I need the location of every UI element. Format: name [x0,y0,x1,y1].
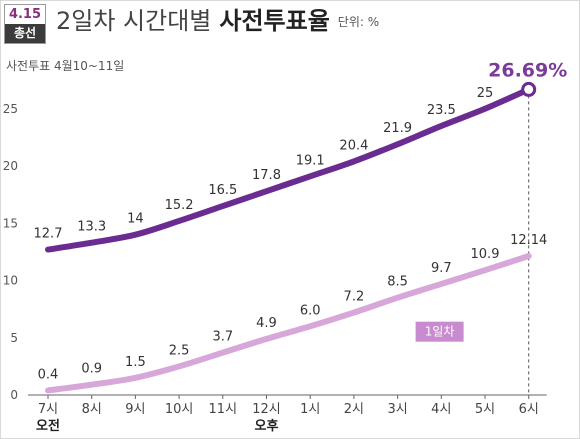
data-label: 15.2 [165,198,194,213]
x-tick-label: 4시 [431,402,451,417]
chart-marks: 12.7 13.3 14 15.2 16.5 17.8 19.1 20.4 21.9 23.5 25… [34,59,567,394]
y-tick-label: 15 [3,216,18,230]
data-label: 16.5 [208,183,237,198]
x-tick-label: 11시 [209,402,238,417]
chart-subtitle: 사전투표 4월10~11일 [6,59,124,73]
chart-title: 2일차 시간대별 사전투표율 단위: % [56,6,379,37]
y-tick-label: 10 [3,274,18,288]
series-line-day1 [45,252,532,394]
y-tick-label: 25 [3,102,18,116]
series-line-day2 [45,86,532,253]
data-label: 12.7 [34,227,63,242]
final-value-label: 26.69% [488,59,567,81]
y-tick-label: 20 [3,159,18,173]
x-tick-label: 7시 [38,402,58,417]
election-badge: 4.15 총선 [4,4,46,44]
x-tick-label: 1시 [300,402,320,417]
data-label: 21.9 [383,121,412,136]
data-label: 0.4 [38,367,59,382]
data-label: 20.4 [339,138,368,153]
data-label: 19.1 [296,153,325,168]
badge-label: 총선 [5,24,45,43]
data-label: 10.9 [471,247,500,262]
x-tick-label: 9시 [125,402,145,417]
data-label: 6.0 [300,303,321,318]
afternoon-label: 오후 [255,418,279,434]
x-tick-label: 10시 [165,402,194,417]
morning-label: 오전 [36,418,60,434]
badge-date: 4.15 [8,7,42,22]
series-badge-label: 1일차 [425,325,455,339]
x-tick-label: 6시 [519,402,539,417]
data-label: 25 [477,86,494,101]
data-label: 8.5 [387,275,408,290]
data-label: 14 [127,212,144,227]
data-label: 4.9 [256,316,277,331]
x-tick-label: 2시 [344,402,364,417]
unit-label: 단위: % [337,15,380,29]
data-label: 3.7 [212,330,233,345]
data-label: 7.2 [344,290,365,305]
x-tick-label: 12시 [252,402,281,417]
x-tick-label: 8시 [82,402,102,417]
data-label: 1.5 [125,355,146,370]
data-label: 23.5 [427,103,456,118]
y-tick-label: 0 [10,388,18,402]
data-label: 12.14 [510,233,547,248]
title-emphasis: 사전투표율 [219,7,330,35]
final-point-marker [521,81,537,97]
x-tick-label: 3시 [387,402,407,417]
data-label: 13.3 [77,220,106,235]
series-badge-bg [415,321,464,342]
x-tick-label: 5시 [475,402,495,417]
y-tick-label: 5 [10,331,18,345]
data-label: 0.9 [81,362,102,377]
title-text: 2일차 시간대별 [56,7,212,35]
data-label: 17.8 [252,168,281,183]
data-label: 9.7 [431,261,452,276]
data-label: 2.5 [169,343,190,358]
